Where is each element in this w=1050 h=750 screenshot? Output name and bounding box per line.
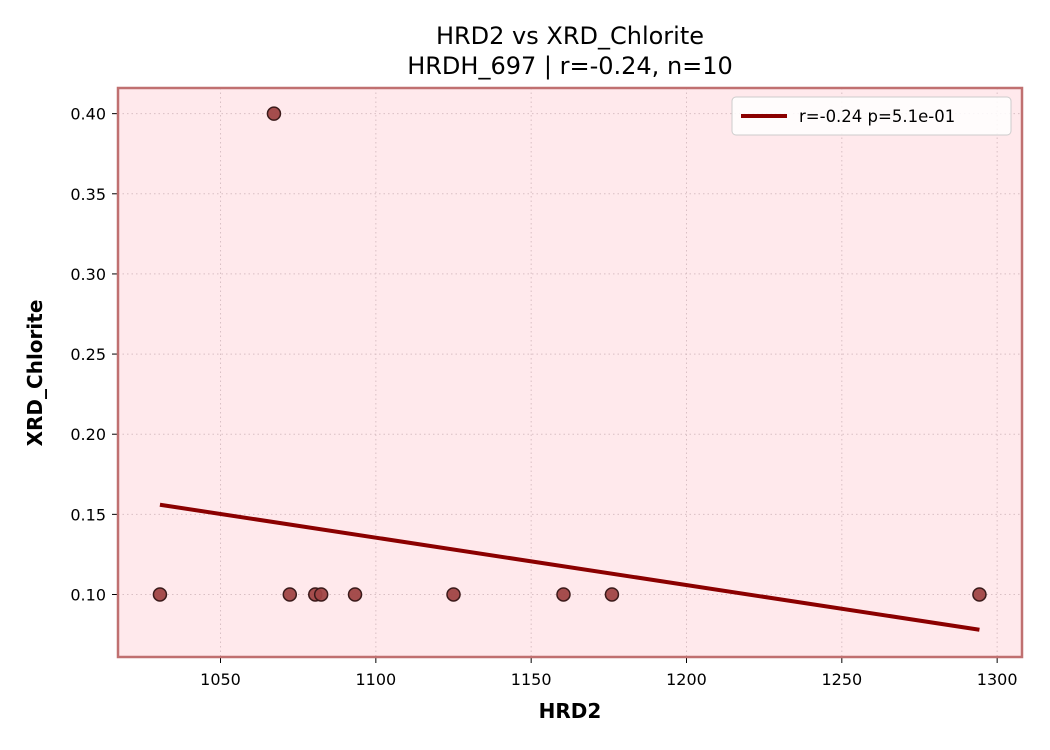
y-tick-label: 0.25 [70, 345, 106, 364]
chart-title: HRD2 vs XRD_Chlorite [436, 22, 704, 50]
x-tick-label: 1050 [200, 670, 241, 689]
data-point [266, 106, 282, 121]
x-tick-label: 1150 [511, 670, 552, 689]
plot-area [118, 88, 1022, 657]
data-point [282, 587, 298, 602]
plot-frame [116, 86, 1024, 659]
legend-box [731, 96, 1012, 136]
y-tick-label: 0.40 [70, 105, 106, 124]
data-point [446, 587, 461, 602]
x-tick-label: 1100 [355, 670, 396, 689]
data-point [152, 587, 168, 602]
x-tick-label: 1300 [977, 670, 1018, 689]
y-tick-label: 0.20 [70, 425, 106, 444]
data-point [347, 587, 363, 602]
data-point [604, 587, 620, 602]
y-axis: 0.10 0.15 0.20 0.25 0.30 0.35 0.40 [70, 105, 118, 604]
y-tick-label: 0.30 [70, 265, 106, 284]
y-tick-label: 0.15 [70, 505, 106, 524]
grid [118, 88, 1022, 657]
x-tick-label: 1250 [821, 670, 862, 689]
data-point [972, 587, 987, 602]
x-tick-label: 1200 [666, 670, 707, 689]
y-axis-label: XRD_Chlorite [23, 300, 47, 447]
legend: r=-0.24 p=5.1e-01 [731, 96, 1012, 136]
legend-label: r=-0.24 p=5.1e-01 [799, 107, 955, 126]
data-point [313, 587, 329, 602]
chart-subtitle: HRDH_697 | r=-0.24, n=10 [407, 52, 733, 80]
data-points [152, 106, 987, 602]
y-tick-label: 0.35 [70, 185, 106, 204]
y-tick-label: 0.10 [70, 585, 106, 604]
data-point [556, 587, 571, 602]
x-axis: 1050 1100 1150 1200 1250 1300 [200, 657, 1018, 689]
fit-line [159, 502, 980, 632]
x-axis-label: HRD2 [539, 699, 602, 723]
